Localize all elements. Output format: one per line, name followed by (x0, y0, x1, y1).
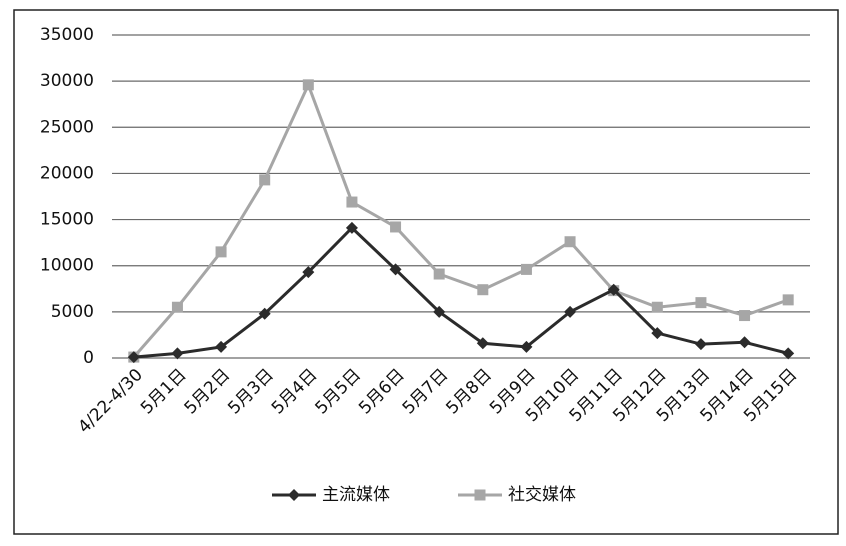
y-tick-label: 5000 (51, 302, 94, 322)
frame (13, 9, 839, 535)
y-tick-label: 0 (83, 348, 94, 368)
marker (288, 489, 300, 501)
series-line (132, 80, 789, 359)
x-tick-label: 4/22-4/30 (74, 365, 146, 437)
marker (695, 297, 707, 309)
x-tick-label: 5月7日 (399, 365, 452, 418)
x-tick-label: 5月3日 (224, 365, 277, 418)
y-tick-label: 15000 (40, 210, 94, 230)
marker (302, 266, 315, 279)
marker (215, 246, 227, 258)
x-tick-label: 5月5日 (312, 365, 365, 418)
marker (651, 327, 664, 340)
marker (389, 263, 402, 276)
x-tick-label: 5月1日 (137, 365, 190, 418)
marker (739, 310, 751, 322)
legend-label: 主流媒体 (322, 485, 390, 505)
marker (127, 351, 140, 364)
marker (171, 301, 183, 313)
x-tick-label: 5月6日 (355, 365, 408, 418)
marker (564, 236, 576, 248)
marker (346, 196, 358, 208)
legend-label: 社交媒体 (508, 485, 576, 505)
x-tick-label: 5月8日 (442, 365, 495, 418)
y-tick-label: 20000 (40, 163, 94, 183)
marker (738, 336, 751, 349)
marker (302, 79, 314, 91)
marker (782, 347, 795, 360)
marker (433, 305, 446, 318)
series-line (133, 225, 789, 359)
marker (564, 305, 577, 318)
marker (694, 338, 707, 351)
x-tick-label: 5月2日 (181, 365, 234, 418)
marker (259, 174, 271, 186)
marker (477, 284, 489, 296)
marker (607, 283, 620, 296)
marker (476, 337, 489, 350)
marker (171, 347, 184, 360)
y-tick-label: 25000 (40, 117, 94, 137)
marker (433, 268, 445, 280)
marker (345, 221, 358, 234)
marker (520, 263, 532, 275)
marker (390, 221, 402, 233)
y-tick-label: 10000 (40, 256, 94, 276)
marker (782, 294, 794, 306)
marker (215, 340, 228, 353)
marker (520, 340, 533, 353)
y-tick-label: 35000 (40, 25, 94, 45)
marker (258, 307, 271, 320)
y-tick-label: 30000 (40, 71, 94, 91)
marker (474, 489, 486, 501)
x-tick-label: 5月4日 (268, 365, 321, 418)
marker (651, 301, 663, 313)
